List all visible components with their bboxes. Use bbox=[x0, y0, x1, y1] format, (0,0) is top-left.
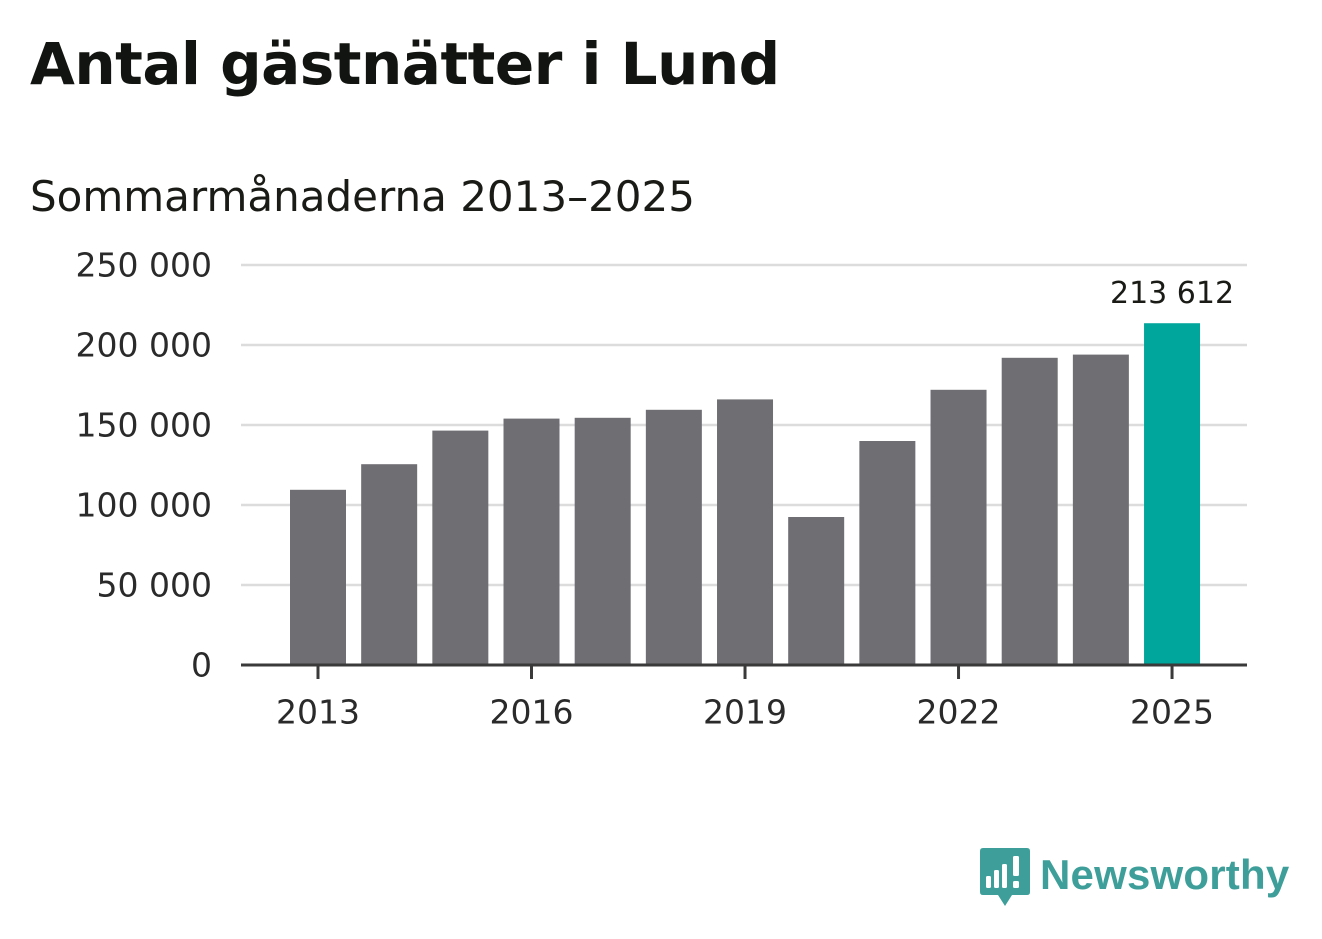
y-tick-label: 0 bbox=[191, 646, 212, 685]
x-tick-label: 2022 bbox=[917, 693, 1001, 732]
y-tick-label: 100 000 bbox=[76, 486, 212, 525]
bar bbox=[859, 441, 916, 665]
bar bbox=[361, 464, 418, 665]
bar bbox=[788, 517, 845, 665]
logo-wordmark: Newsworthy bbox=[1040, 851, 1290, 898]
bar bbox=[717, 399, 774, 665]
y-tick-label: 200 000 bbox=[76, 326, 212, 365]
bar bbox=[503, 418, 560, 665]
x-tick-label: 2019 bbox=[703, 693, 787, 732]
bar bbox=[1001, 357, 1058, 665]
y-tick-label: 50 000 bbox=[97, 566, 212, 605]
x-tick-label: 2013 bbox=[276, 693, 360, 732]
bar bbox=[574, 417, 631, 665]
chart-title: Antal gästnätter i Lund bbox=[30, 30, 780, 98]
y-tick-label: 250 000 bbox=[76, 246, 212, 285]
bar bbox=[930, 389, 987, 665]
bar bbox=[1072, 354, 1129, 665]
bar bbox=[432, 430, 489, 665]
newsworthy-logo[interactable]: Newsworthy bbox=[980, 848, 1289, 910]
y-tick-label: 150 000 bbox=[76, 406, 212, 445]
bar bbox=[645, 409, 702, 665]
bar bbox=[290, 489, 346, 665]
bar-highlight bbox=[1144, 323, 1201, 665]
newsworthy-logo-icon bbox=[980, 848, 1030, 906]
x-tick-label: 2016 bbox=[490, 693, 574, 732]
x-tick-label: 2025 bbox=[1130, 693, 1214, 732]
data-label: 213 612 bbox=[1110, 276, 1234, 311]
chart-subtitle: Sommarmånaderna 2013–2025 bbox=[30, 172, 695, 221]
